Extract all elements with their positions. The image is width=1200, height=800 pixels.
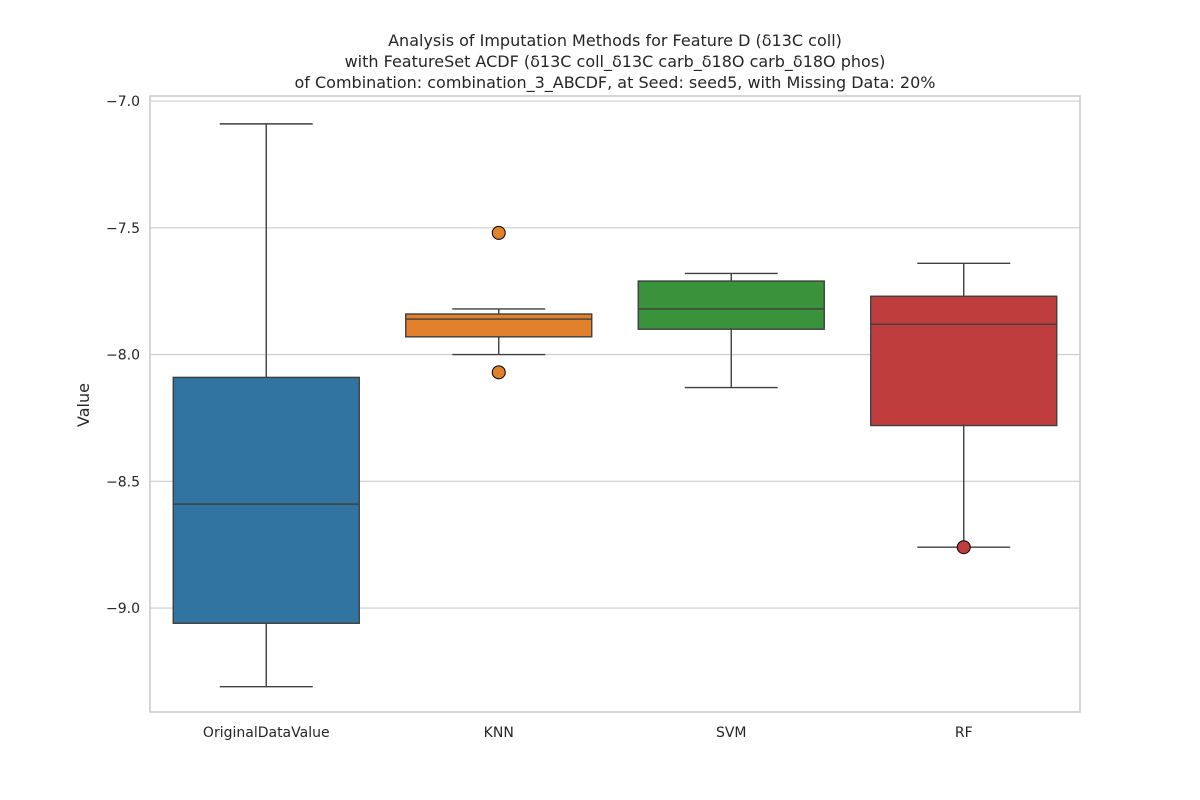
box-iqr bbox=[172, 376, 360, 624]
box-layer bbox=[172, 123, 1058, 688]
chart-title: Analysis of Imputation Methods for Featu… bbox=[295, 31, 936, 93]
outlier-point bbox=[491, 225, 506, 240]
x-tick-label: SVM bbox=[716, 725, 747, 741]
chart-title-line-3: of Combination: combination_3_ABCDF, at … bbox=[295, 73, 936, 93]
box-group-rf bbox=[870, 262, 1058, 555]
box-iqr bbox=[637, 280, 825, 330]
y-axis-label: Value bbox=[74, 383, 93, 427]
chart-title-line-2: with FeatureSet ACDF (δ13C coll_δ13C car… bbox=[345, 52, 886, 72]
chart-title-line-1: Analysis of Imputation Methods for Featu… bbox=[388, 31, 842, 50]
y-tick-label: −8.0 bbox=[106, 348, 140, 364]
box-group-svm bbox=[637, 272, 825, 389]
y-tick-labels: −7.0 −7.5 −8.0 −8.5 −9.0 bbox=[106, 94, 140, 617]
x-tick-labels: OriginalDataValue KNN SVM RF bbox=[203, 725, 973, 741]
y-tick-label: −8.5 bbox=[106, 474, 140, 490]
outlier-point bbox=[491, 365, 506, 380]
x-tick-label: OriginalDataValue bbox=[203, 725, 330, 741]
y-tick-label: −7.0 bbox=[106, 94, 140, 110]
outlier-point bbox=[956, 540, 971, 555]
y-tick-label: −9.0 bbox=[106, 601, 140, 617]
box-group-originaldatavalue bbox=[172, 123, 360, 688]
x-tick-label: RF bbox=[955, 725, 973, 741]
x-tick-label: KNN bbox=[484, 725, 514, 741]
box-group-knn bbox=[405, 225, 593, 380]
y-tick-label: −7.5 bbox=[106, 221, 140, 237]
plot-area-frame bbox=[149, 95, 1081, 713]
box-iqr bbox=[405, 313, 593, 338]
box-iqr bbox=[870, 295, 1058, 427]
